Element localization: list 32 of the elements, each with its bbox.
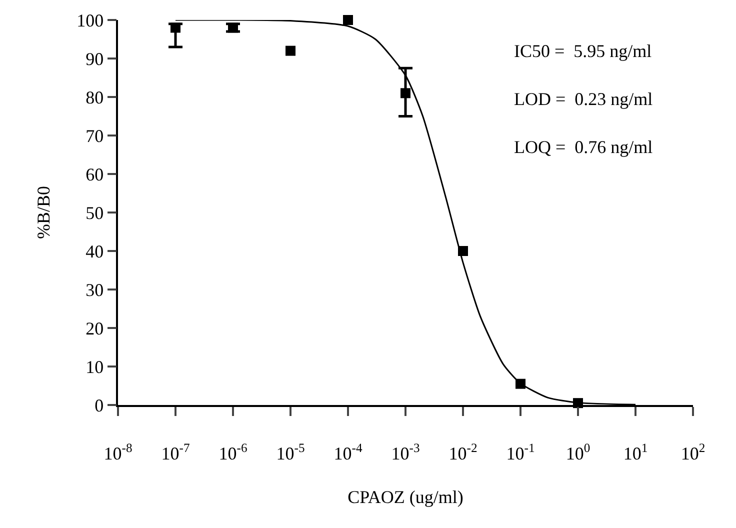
annotation: IC50 = 5.95 ng/ml [514, 41, 652, 61]
y-tick-label: 40 [86, 241, 104, 262]
point [400, 88, 410, 98]
x-tick-label: 10$^{2}$ [680, 440, 706, 464]
x-tick-label: 10$^{-4}$ [334, 440, 363, 464]
point [228, 22, 238, 33]
x-tick-label: 10$^{-2}$ [448, 440, 478, 464]
annotation: LOD = 0.23 ng/ml [514, 89, 653, 109]
x-tick-label: 10$^{1}$ [623, 440, 648, 464]
point [286, 46, 296, 56]
y-tick-label: 0 [94, 395, 104, 416]
annotation: LOQ = 0.76 ng/ml [514, 137, 653, 157]
y-tick-label: 20 [86, 318, 104, 338]
x-tick-label: 10$^{0}$ [566, 440, 590, 464]
point [343, 15, 353, 25]
y-tick-label: 30 [86, 280, 104, 300]
x-tick-label: 10$^{-7}$ [161, 440, 190, 464]
y-tick-label: 70 [86, 126, 104, 146]
x-tick-label: 10$^{-3}$ [391, 440, 420, 464]
point [170, 22, 180, 33]
x-tick-label: 10$^{-5}$ [276, 440, 305, 464]
x-tick-label: 10$^{-8}$ [104, 440, 132, 464]
y-axis-title: %B/B0 [33, 186, 54, 240]
y-tick-label: 10 [86, 356, 104, 377]
y-tick-label: 60 [86, 164, 104, 184]
x-tick-label: 10$^{-1}$ [506, 440, 535, 464]
y-tick-label: 50 [86, 202, 104, 223]
y-tick-label: 80 [86, 87, 104, 108]
y-tick-label: 90 [86, 48, 104, 69]
y-tick-label: 100 [76, 10, 104, 30]
x-tick-label: 10$^{-6}$ [218, 440, 248, 464]
x-axis-title: CPAOZ (ug/ml) [348, 486, 464, 507]
